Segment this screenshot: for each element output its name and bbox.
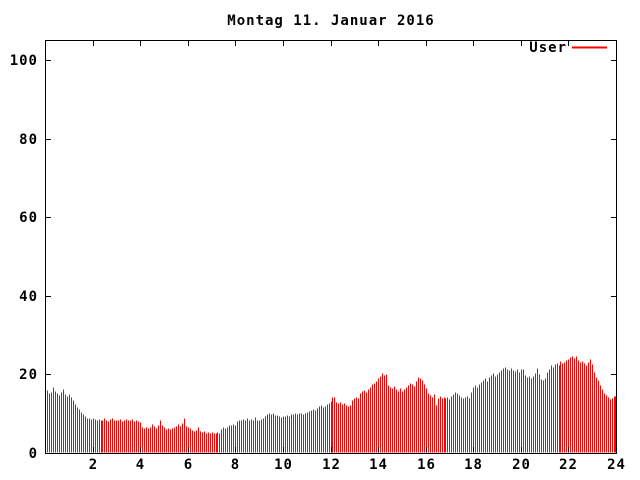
y-tick-label: 80: [19, 132, 38, 148]
x-tick-label: 12: [322, 457, 341, 473]
x-tick-label: 10: [274, 457, 293, 473]
x-tick-label: 18: [464, 457, 483, 473]
plot-border: [45, 40, 617, 454]
y-tick-label: 100: [10, 53, 38, 69]
bar-series-user: [47, 356, 616, 453]
x-tick-label: 2: [89, 457, 98, 473]
x-tick-label: 8: [231, 457, 240, 473]
x-tick-label: 16: [417, 457, 436, 473]
x-tick-label: 6: [184, 457, 193, 473]
x-tick-label: 4: [136, 457, 145, 473]
legend: User: [529, 40, 607, 56]
legend-label-user: User: [529, 40, 567, 56]
x-tick-label: 24: [607, 457, 626, 473]
y-tick-label: 40: [19, 289, 38, 305]
x-tick-label: 20: [512, 457, 531, 473]
chart-title: Montag 11. Januar 2016: [227, 13, 434, 29]
y-tick-label: 0: [29, 446, 38, 462]
axis-ticks: [45, 40, 617, 454]
x-tick-label: 22: [559, 457, 578, 473]
x-tick-label: 14: [369, 457, 388, 473]
y-tick-label: 60: [19, 210, 38, 226]
y-tick-label: 20: [19, 367, 38, 383]
plot-frame: [45, 40, 617, 454]
